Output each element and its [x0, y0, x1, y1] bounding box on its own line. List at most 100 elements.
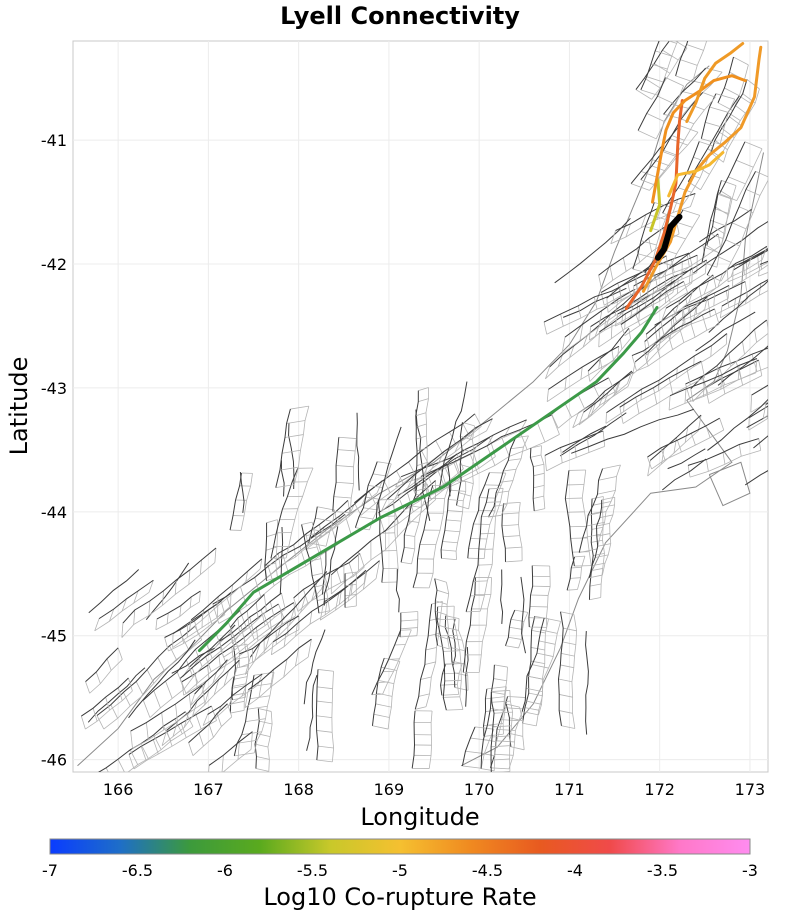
fault-outline	[415, 601, 443, 710]
fault-outline	[506, 703, 525, 751]
fault-trace	[690, 319, 768, 390]
colorbar-tick-label: -3.5	[647, 861, 678, 880]
fault-trace	[606, 333, 728, 414]
fault-outline	[588, 259, 708, 341]
fault-trace	[717, 345, 768, 386]
fault-outline	[85, 647, 123, 694]
fault-trace	[564, 470, 575, 567]
fault-outline	[762, 404, 768, 419]
fault-trace	[663, 67, 706, 115]
fault-trace	[434, 578, 439, 646]
fault-trace	[705, 359, 759, 389]
fault-trace	[254, 708, 260, 769]
colorbar-tick-label: -5	[392, 861, 408, 880]
fault-outline	[380, 418, 493, 513]
fault-trace	[145, 562, 190, 621]
fault-trace	[208, 731, 253, 766]
coastline-east	[460, 152, 764, 767]
fault-outline	[412, 710, 433, 769]
fault-outline	[632, 202, 671, 274]
fault-outline	[687, 438, 762, 478]
fault-trace	[88, 569, 140, 614]
fault-trace	[583, 370, 633, 413]
fault-trace	[439, 381, 468, 488]
fault-trace	[748, 405, 768, 419]
fault-trace	[85, 647, 119, 683]
fault-trace	[587, 327, 630, 372]
fault-outline	[94, 580, 154, 632]
fault-outline	[579, 464, 621, 554]
fault-trace	[179, 603, 279, 679]
fault-outline	[750, 395, 768, 413]
fault-trace	[487, 437, 517, 518]
fault-trace	[585, 631, 589, 735]
fault-trace	[753, 435, 768, 449]
fault-trace	[310, 480, 383, 538]
fault-trace	[544, 430, 604, 456]
x-axis-ticks: 166 167 168 169 170 171 172 173	[103, 780, 765, 799]
fault-outline	[668, 358, 758, 411]
fault-trace	[693, 220, 768, 274]
fault-outline	[355, 461, 392, 531]
fault-trace	[248, 638, 312, 691]
fault-trace	[354, 461, 378, 528]
fault-trace	[190, 558, 263, 621]
grid-lines	[73, 41, 768, 772]
fault-trace	[128, 705, 212, 755]
fault-trace	[543, 273, 647, 323]
fault-outline	[188, 703, 233, 756]
fault-trace	[415, 409, 431, 521]
fault-outline	[706, 189, 732, 254]
fault-trace	[619, 360, 702, 408]
fault-trace	[239, 615, 300, 655]
fault-trace	[719, 141, 746, 194]
fault-trace	[483, 688, 488, 737]
fault-outline	[413, 485, 450, 589]
fault-trace	[233, 675, 255, 756]
fault-trace	[588, 498, 594, 600]
fault-trace	[395, 569, 400, 613]
fault-trace	[181, 602, 295, 683]
fault-trace	[270, 468, 299, 559]
fault-outline	[344, 571, 357, 608]
fault-outline	[332, 436, 357, 514]
fault-trace	[751, 384, 768, 396]
fault-trace	[264, 500, 349, 567]
fault-outline	[466, 487, 504, 613]
fault-trace	[738, 249, 768, 266]
fault-trace	[371, 630, 402, 695]
fault-trace	[330, 480, 436, 576]
fault-outline	[758, 264, 768, 277]
x-tick-label: 172	[644, 780, 675, 799]
fault-trace	[634, 296, 708, 363]
fault-trace	[520, 576, 527, 654]
colorbar-tick-label: -4.5	[472, 861, 503, 880]
fault-outline	[635, 41, 688, 100]
fault-outline	[647, 418, 725, 470]
fault-outline	[230, 594, 267, 645]
y-axis-label: Latitude	[5, 357, 33, 456]
fault-trace	[599, 267, 693, 333]
x-tick-label: 170	[464, 780, 495, 799]
y-tick-label: -46	[41, 751, 67, 770]
fault-trace	[578, 468, 604, 553]
fault-trace	[557, 611, 564, 726]
fault-trace	[122, 547, 217, 624]
fault-trace	[130, 684, 203, 732]
fault-trace	[239, 471, 245, 514]
fault-outline	[96, 626, 203, 730]
fault-trace	[194, 659, 228, 695]
fault-outline	[491, 689, 514, 772]
fault-trace	[308, 506, 318, 543]
fault-trace	[765, 402, 768, 405]
fault-trace	[332, 437, 340, 512]
connected-fault	[685, 42, 745, 123]
y-tick-label: -42	[41, 255, 67, 274]
fault-outline	[238, 615, 300, 668]
fault-trace	[321, 548, 327, 595]
connected-fault	[667, 151, 725, 198]
fault-trace	[701, 180, 722, 263]
connected-fault	[624, 99, 684, 311]
fault-trace	[631, 308, 715, 357]
